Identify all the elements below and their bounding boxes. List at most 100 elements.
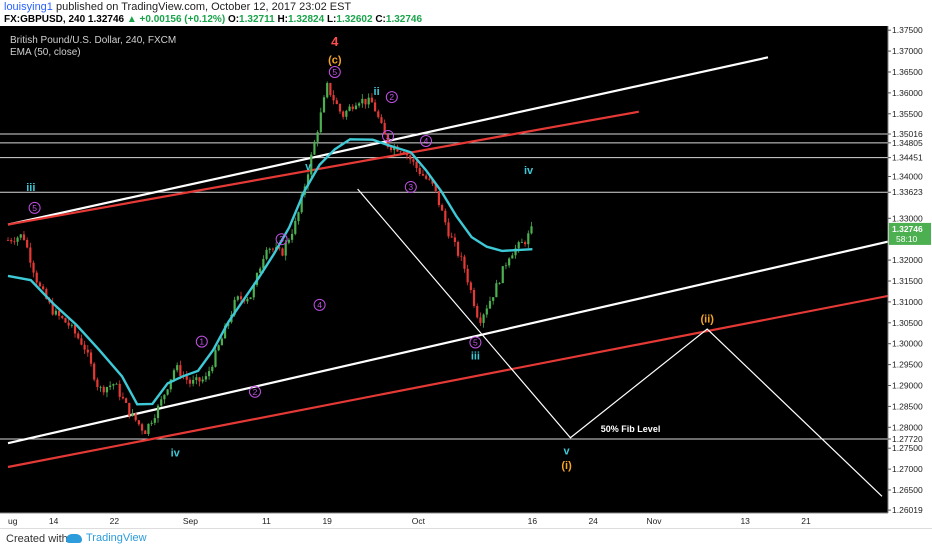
y-tick-label: 1.28500: [892, 401, 923, 411]
y-tick-label: 1.36000: [892, 88, 923, 98]
candle-body: [73, 324, 77, 334]
candle-body: [265, 249, 268, 259]
candle-body: [252, 284, 255, 298]
wave-label: iv: [171, 447, 181, 459]
wave-label: (i): [561, 460, 572, 472]
wave-circle-label: 2: [253, 387, 258, 397]
candle-body: [377, 111, 380, 118]
ema-line: [7, 138, 533, 406]
candle-body: [29, 247, 32, 263]
candle-body: [517, 242, 520, 249]
y-tick-label: 1.27500: [892, 443, 923, 453]
wave-circle-marker: [469, 336, 482, 349]
wave-circle-marker: [420, 134, 432, 147]
tradingview-logo[interactable]: TradingView: [66, 532, 147, 544]
candle-body: [198, 377, 201, 382]
symbol-quote-line: FX:GBPUSD, 240 1.32746 ▲ +0.00156 (+0.12…: [4, 14, 422, 25]
y-tick-label: 1.31500: [892, 276, 923, 286]
candle-body: [214, 350, 217, 367]
candle-body: [322, 97, 326, 113]
candle-body: [348, 106, 351, 111]
wave-label: v: [305, 161, 312, 173]
candle-body: [77, 333, 80, 339]
current-price-value: 1.32746: [892, 224, 923, 234]
candle-body: [115, 383, 118, 385]
y-tick-label: 1.34000: [892, 171, 923, 181]
candle-body: [441, 205, 444, 211]
candle-body: [520, 242, 524, 243]
author-link[interactable]: louisying1: [4, 1, 53, 13]
candle-body: [425, 175, 428, 179]
candle-body: [361, 98, 364, 104]
candle-body: [281, 248, 284, 256]
candle-body: [342, 111, 345, 117]
candle-body: [259, 268, 262, 273]
candle-body: [204, 376, 208, 380]
wave-circle-label: 2: [389, 92, 394, 102]
candle-body: [233, 299, 236, 315]
wave-circle-marker: [249, 385, 261, 398]
publish-header: louisying1 published on TradingView.com,…: [0, 0, 932, 26]
ema-legend: EMA (50, close): [10, 47, 81, 58]
last-price: 1.32746: [87, 14, 125, 25]
y-tick-label: 1.29000: [892, 381, 923, 391]
candle-body: [358, 103, 361, 106]
candle-body: [434, 183, 437, 192]
candle-body: [105, 387, 109, 393]
candle-body: [137, 420, 140, 425]
candle-body: [179, 365, 182, 376]
candle-body: [380, 117, 383, 124]
wave-circle-marker: [275, 233, 288, 246]
candle-body: [431, 179, 434, 184]
wave-circle-marker: [404, 180, 417, 193]
x-tick-label: 13: [740, 516, 750, 526]
red-channel-line: [7, 294, 888, 469]
y-tick-label: 1.28000: [892, 422, 923, 432]
candle-body: [389, 147, 393, 151]
publish-line: louisying1 published on TradingView.com,…: [4, 1, 351, 13]
wave-label: iii: [471, 350, 480, 362]
white-channel-line: [7, 240, 888, 445]
candle-body: [83, 344, 86, 350]
candle-body: [444, 210, 447, 223]
candle-body: [96, 379, 99, 388]
candle-body: [319, 112, 322, 133]
close-value: 1.32746: [385, 14, 423, 25]
candle-body: [10, 240, 13, 242]
chart-area[interactable]: 50% Fib Level 4 (c) 5 ii 2 1 4 3 iv v iii 5 3 4 1 2 5 iii(…: [0, 26, 932, 528]
candle-body: [409, 155, 412, 160]
candle-body: [504, 265, 508, 267]
candle-body: [217, 345, 220, 351]
candle-body: [188, 379, 192, 384]
candle-body: [453, 237, 456, 243]
y-tick-label: 1.29500: [892, 360, 923, 370]
candle-body: [418, 168, 421, 174]
candle-body: [405, 153, 409, 156]
candle-body: [45, 289, 48, 299]
wave-circle-marker: [195, 335, 208, 348]
close-label: C:: [375, 14, 386, 25]
brand-name: TradingView: [86, 532, 147, 544]
bar-countdown: 58:10: [896, 234, 918, 244]
created-with-label: Created with: [6, 533, 68, 545]
wave-circle-label: 3: [279, 234, 284, 244]
wave-label: (c): [328, 54, 342, 66]
price-axis-bg: [888, 26, 932, 513]
elliott-projection-path: [357, 188, 883, 497]
candle-body: [527, 233, 530, 245]
wave-circle-label: 4: [424, 136, 429, 146]
footer: Created with TradingView: [0, 528, 932, 551]
low-value: 1.32602: [336, 14, 373, 25]
candle-body: [22, 234, 26, 240]
wave-circle-marker: [382, 129, 394, 142]
candle-body: [144, 430, 147, 435]
high-label: H:: [277, 14, 288, 25]
candle-body: [399, 151, 402, 153]
wave-label: (ii): [700, 314, 714, 326]
candle-body: [239, 296, 243, 300]
candle-body: [310, 154, 313, 175]
wave-circle-marker: [313, 298, 326, 311]
wave-circle-label: 5: [32, 203, 37, 213]
wave-label: v: [564, 445, 571, 457]
